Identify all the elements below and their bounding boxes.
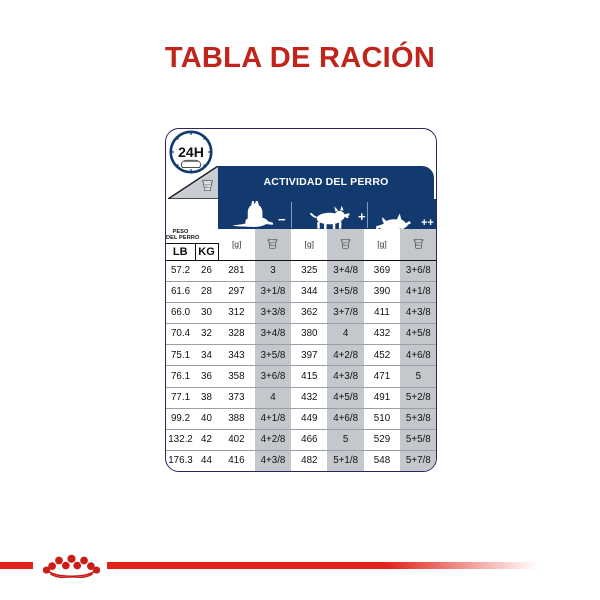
svg-text:24H: 24H <box>178 144 204 160</box>
